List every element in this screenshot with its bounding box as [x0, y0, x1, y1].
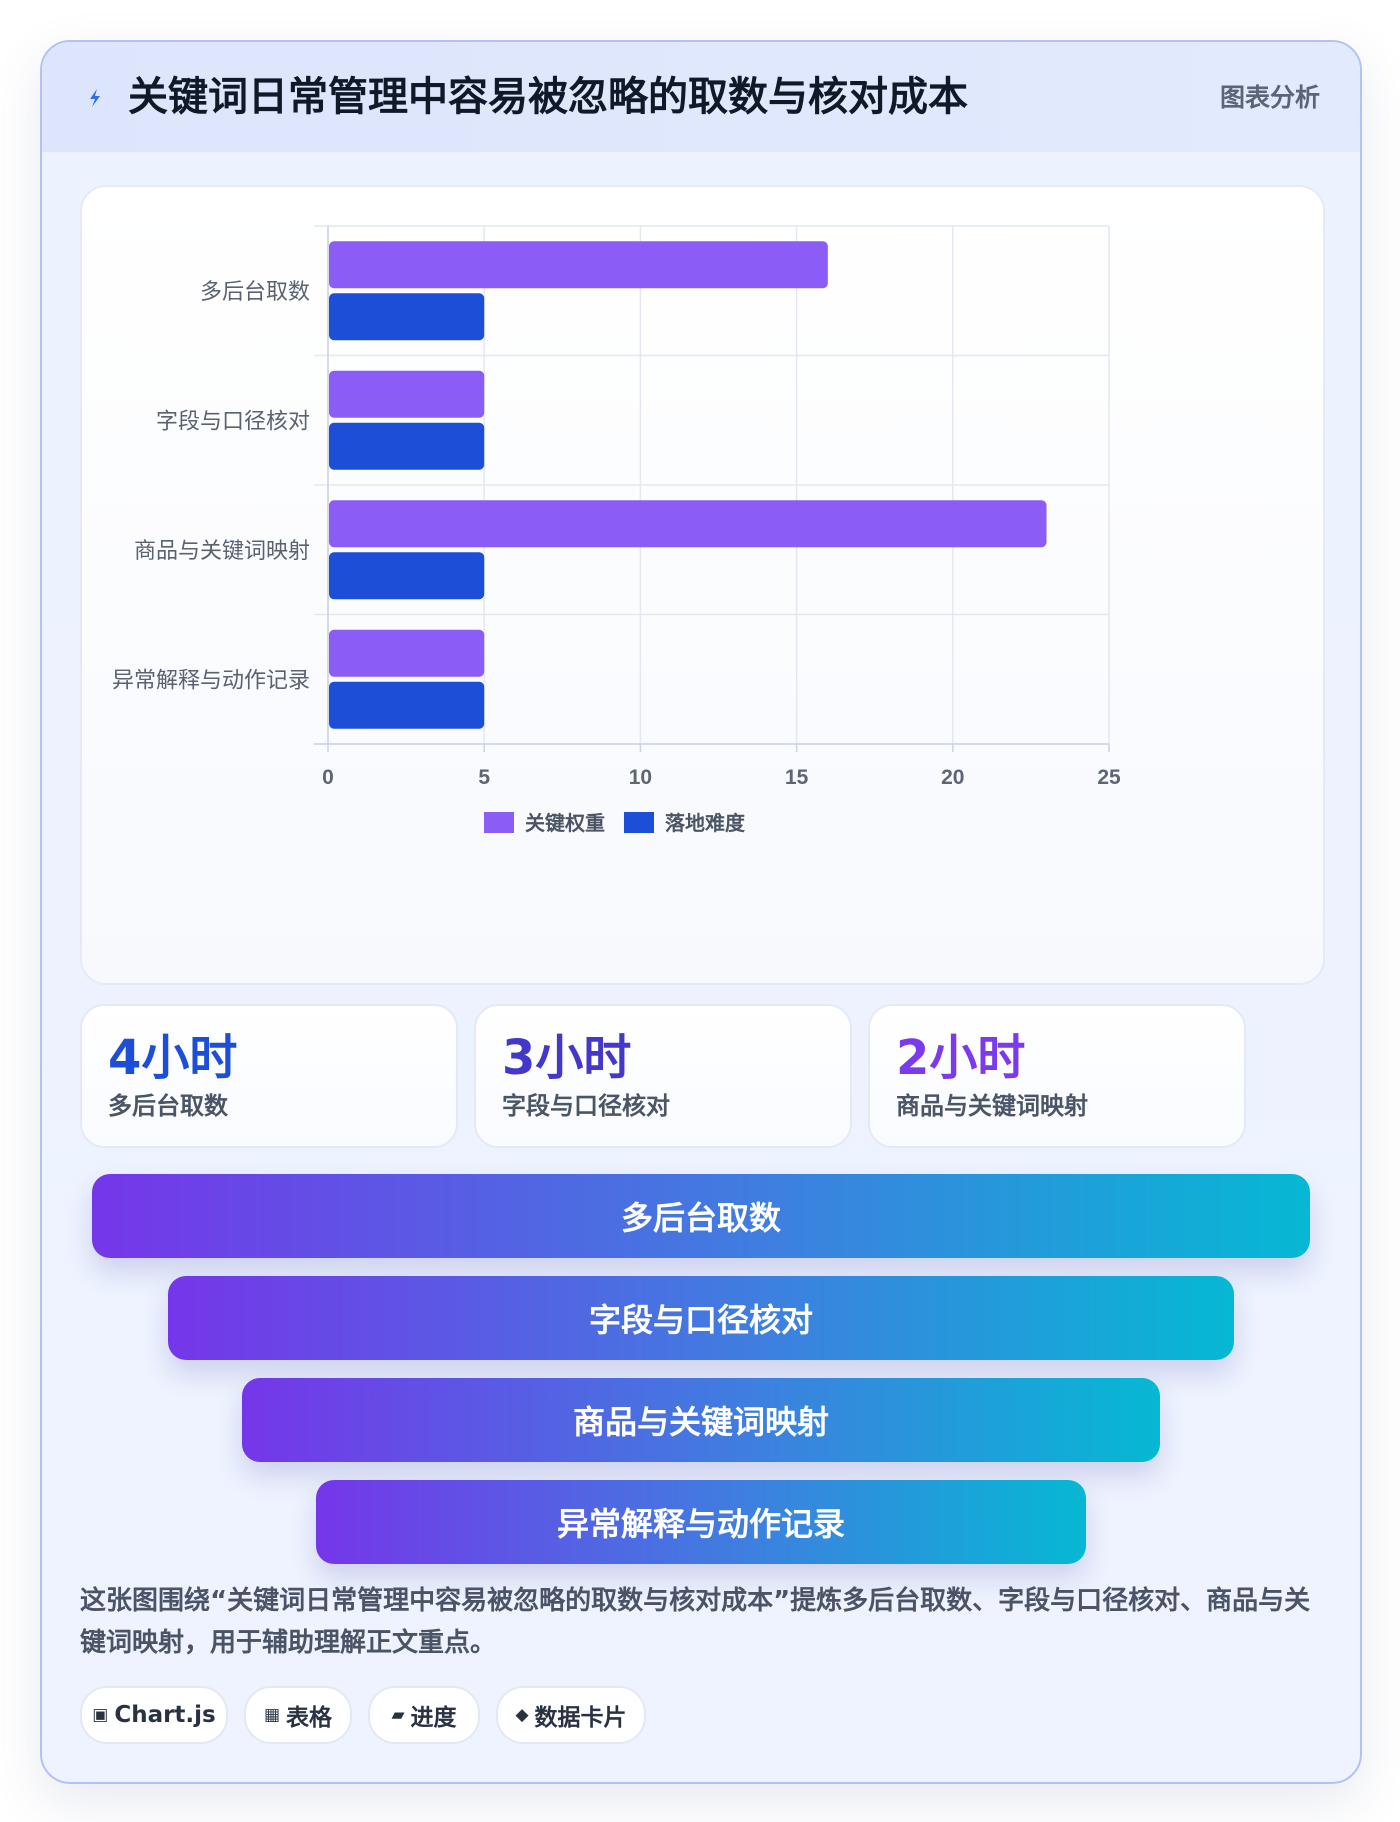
bar [329, 681, 485, 729]
bar [329, 293, 485, 341]
chip-label: 数据卡片 [534, 1705, 627, 1731]
stat-card: 4小时 多后台取数 [80, 1004, 458, 1148]
x-tick-label: 15 [785, 766, 809, 789]
bar [329, 552, 485, 600]
stat-value: 4小时 [108, 1030, 238, 1086]
chart-description: 这张图围绕“关键词日常管理中容易被忽略的取数与核对成本”提炼多后台取数、字段与口… [80, 1586, 1311, 1658]
bar [329, 370, 485, 418]
page-title: 关键词日常管理中容易被忽略的取数与核对成本 [128, 74, 968, 120]
x-tick-label: 0 [322, 766, 334, 789]
y-category-label: 字段与口径核对 [156, 409, 310, 434]
stat-label: 商品与关键词映射 [896, 1092, 1088, 1120]
funnel-step: 字段与口径核对 [168, 1276, 1234, 1360]
chip-label: 表格 [286, 1705, 333, 1731]
x-tick-label: 5 [478, 766, 490, 789]
bar [329, 500, 1047, 548]
chip-chartjs[interactable]: ▣ Chart.js [80, 1686, 228, 1744]
table-icon: ▦ [263, 1705, 281, 1725]
chart-icon: ▣ [92, 1705, 109, 1725]
y-category-label: 多后台取数 [200, 280, 310, 305]
legend-swatch [484, 812, 514, 833]
x-tick-label: 10 [629, 766, 652, 789]
chip-label: 进度 [410, 1705, 457, 1731]
card-header: 关键词日常管理中容易被忽略的取数与核对成本 图表分析 [42, 42, 1360, 152]
bar [329, 422, 485, 470]
chart-card: 关键词日常管理中容易被忽略的取数与核对成本 图表分析 0 5 10 15 20 25 多后台… [40, 40, 1362, 1784]
chip-label: Chart.js [114, 1702, 216, 1728]
stat-label: 字段与口径核对 [502, 1092, 670, 1120]
y-category-label: 异常解释与动作记录 [112, 668, 310, 693]
legend-swatch [624, 812, 654, 833]
stat-label: 多后台取数 [108, 1092, 228, 1120]
stat-card: 2小时 商品与关键词映射 [868, 1004, 1246, 1148]
legend-label: 落地难度 [665, 811, 746, 835]
chip-progress[interactable]: ▰ 进度 [368, 1686, 480, 1744]
stat-card: 3小时 字段与口径核对 [474, 1004, 852, 1148]
funnel-step: 商品与关键词映射 [242, 1378, 1160, 1462]
x-tick-label: 25 [1097, 766, 1121, 789]
chart-panel: 0 5 10 15 20 25 多后台取数字段与口径核对商品与关键词映射异常解释与动作记录关… [80, 185, 1325, 985]
funnel-step: 多后台取数 [92, 1174, 1310, 1258]
stat-value: 3小时 [502, 1030, 632, 1086]
chip-table[interactable]: ▦ 表格 [244, 1686, 352, 1744]
chart-analysis-tag: 图表分析 [1219, 83, 1320, 112]
bar [329, 241, 828, 289]
x-tick-label: 20 [941, 766, 964, 789]
bar-chart: 0 5 10 15 20 25 多后台取数字段与口径核对商品与关键词映射异常解释与动作记录关… [112, 225, 1121, 835]
funnel-step: 异常解释与动作记录 [316, 1480, 1086, 1564]
legend-label: 关键权重 [525, 811, 605, 835]
bar [329, 629, 485, 677]
stat-value: 2小时 [896, 1030, 1026, 1086]
progress-icon: ▰ [391, 1705, 405, 1725]
chip-data-card[interactable]: ◆ 数据卡片 [496, 1686, 646, 1744]
data-card-icon: ◆ [515, 1705, 529, 1725]
y-category-label: 商品与关键词映射 [134, 539, 310, 564]
lightning-icon [90, 89, 100, 107]
